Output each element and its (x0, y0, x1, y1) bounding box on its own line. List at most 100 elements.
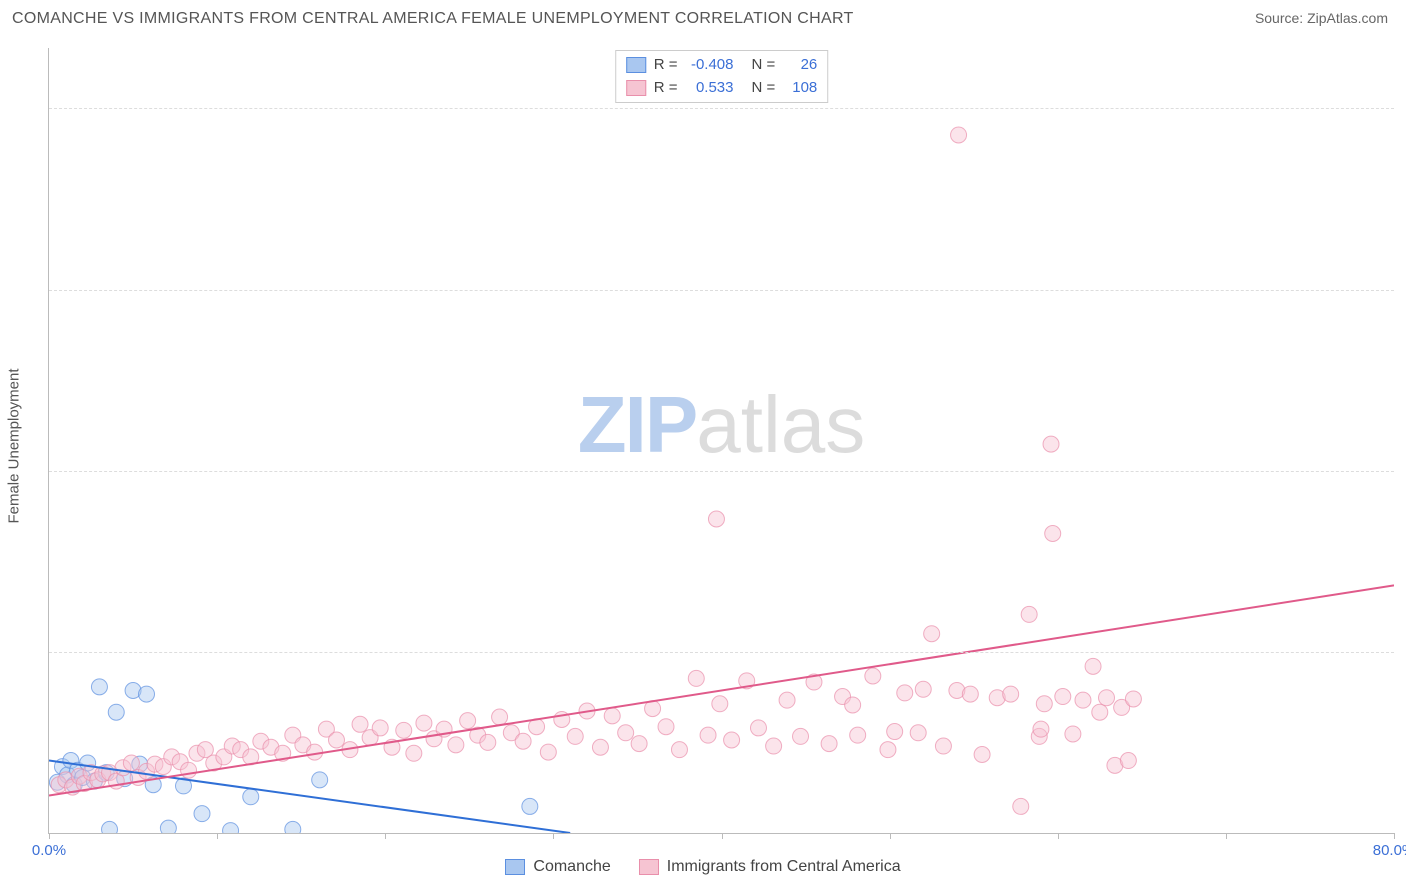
data-point (406, 745, 422, 761)
data-point (181, 762, 197, 778)
data-point (372, 720, 388, 736)
data-point (139, 686, 155, 702)
data-point (108, 704, 124, 720)
bottom-legend: Comanche Immigrants from Central America (0, 858, 1406, 876)
stat-label-r: R = (654, 77, 678, 100)
legend-item: Immigrants from Central America (639, 858, 901, 876)
data-point (750, 720, 766, 736)
data-point (515, 733, 531, 749)
data-point (724, 732, 740, 748)
data-point (951, 127, 967, 143)
data-point (865, 668, 881, 684)
trend-line (49, 761, 570, 833)
data-point (492, 709, 508, 725)
stat-value-r: -0.408 (688, 54, 734, 77)
data-point (708, 511, 724, 527)
data-point (631, 736, 647, 752)
legend-item: Comanche (505, 858, 610, 876)
data-point (1055, 689, 1071, 705)
data-point (285, 821, 301, 833)
data-point (688, 670, 704, 686)
data-point (924, 626, 940, 642)
x-tick (1226, 833, 1227, 839)
data-point (592, 739, 608, 755)
data-point (671, 742, 687, 758)
data-point (850, 727, 866, 743)
gridline (49, 290, 1394, 291)
legend-swatch (505, 859, 525, 875)
data-point (880, 742, 896, 758)
data-point (604, 708, 620, 724)
x-tick (553, 833, 554, 839)
y-axis-title: Female Unemployment (6, 368, 23, 523)
data-point (974, 747, 990, 763)
data-point (123, 755, 139, 771)
x-tick (890, 833, 891, 839)
data-point (1036, 696, 1052, 712)
data-point (243, 789, 259, 805)
data-point (962, 686, 978, 702)
data-point (307, 744, 323, 760)
data-point (1085, 658, 1101, 674)
data-point (102, 821, 118, 833)
data-point (1033, 721, 1049, 737)
data-point (352, 716, 368, 732)
gridline (49, 652, 1394, 653)
x-tick (385, 833, 386, 839)
data-point (1075, 692, 1091, 708)
legend-swatch (626, 80, 646, 96)
x-tick (217, 833, 218, 839)
plot-area: ZIPatlas R =-0.408N =26R =0.533N =108 15… (48, 48, 1394, 834)
data-point (658, 719, 674, 735)
x-tick-label: 80.0% (1373, 842, 1406, 859)
data-point (1013, 798, 1029, 814)
legend-label: Comanche (533, 858, 610, 876)
data-point (396, 722, 412, 738)
data-point (460, 713, 476, 729)
data-point (448, 737, 464, 753)
legend-swatch (626, 57, 646, 73)
data-point (1043, 436, 1059, 452)
chart-source: Source: ZipAtlas.com (1255, 10, 1388, 26)
trend-line (49, 585, 1394, 795)
data-point (160, 820, 176, 833)
stat-value-n: 26 (785, 54, 817, 77)
data-point (416, 715, 432, 731)
data-point (223, 823, 239, 833)
data-point (1045, 525, 1061, 541)
data-point (1021, 606, 1037, 622)
data-point (1125, 691, 1141, 707)
x-tick (49, 833, 50, 839)
data-point (1065, 726, 1081, 742)
data-point (618, 725, 634, 741)
x-tick (1058, 833, 1059, 839)
data-point (1120, 753, 1136, 769)
data-point (312, 772, 328, 788)
stat-label-n: N = (752, 77, 776, 100)
data-point (1092, 704, 1108, 720)
x-tick (1394, 833, 1395, 839)
stat-label-n: N = (752, 54, 776, 77)
chart-header: COMANCHE VS IMMIGRANTS FROM CENTRAL AMER… (0, 0, 1406, 32)
y-tick-label: 45.0% (1400, 281, 1406, 298)
chart-title: COMANCHE VS IMMIGRANTS FROM CENTRAL AMER… (12, 10, 854, 28)
x-tick-label: 0.0% (32, 842, 66, 859)
data-point (1099, 690, 1115, 706)
data-point (700, 727, 716, 743)
legend-stat-row: R =0.533N =108 (626, 77, 818, 100)
data-point (845, 697, 861, 713)
data-point (821, 736, 837, 752)
data-point (712, 696, 728, 712)
data-point (91, 679, 107, 695)
data-point (480, 734, 496, 750)
data-point (887, 724, 903, 740)
data-point (793, 728, 809, 744)
stat-value-r: 0.533 (688, 77, 734, 100)
y-tick-label: 15.0% (1400, 643, 1406, 660)
y-tick-label: 60.0% (1400, 100, 1406, 117)
legend-label: Immigrants from Central America (667, 858, 901, 876)
legend-stat-row: R =-0.408N =26 (626, 54, 818, 77)
data-point (540, 744, 556, 760)
x-tick (722, 833, 723, 839)
data-point (328, 732, 344, 748)
